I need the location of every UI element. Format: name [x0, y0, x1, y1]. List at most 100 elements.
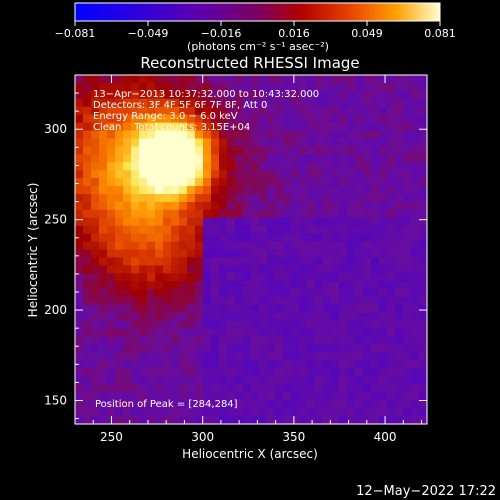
heatmap-cell	[331, 90, 340, 100]
heatmap-cell	[315, 193, 324, 203]
heatmap-cell	[115, 344, 124, 354]
heatmap-cell	[139, 368, 148, 378]
heatmap-cell	[171, 320, 180, 330]
heatmap-cell	[387, 241, 396, 251]
heatmap-cell	[251, 82, 260, 92]
heatmap-cell	[355, 416, 364, 425]
heatmap-cell	[147, 344, 156, 354]
heatmap-cell	[283, 130, 292, 140]
heatmap-cell	[99, 249, 108, 259]
heatmap-cell	[371, 249, 380, 259]
heatmap-cell	[75, 312, 84, 322]
heatmap-cell	[323, 312, 332, 322]
heatmap-cell	[267, 146, 276, 155]
heatmap-cell	[363, 114, 372, 124]
heatmap-cell	[219, 360, 228, 370]
heatmap-cell	[171, 186, 180, 195]
heatmap-cell	[411, 273, 420, 282]
heatmap-cell	[219, 75, 228, 84]
heatmap-cell	[395, 209, 404, 219]
heatmap-cell	[315, 281, 324, 290]
heatmap-cell	[139, 289, 148, 298]
heatmap-cell	[219, 170, 228, 179]
heatmap-cell	[187, 344, 196, 354]
heatmap-cell	[323, 130, 332, 140]
heatmap-cell	[419, 201, 428, 211]
heatmap-cell	[83, 320, 92, 330]
heatmap-cell	[379, 265, 388, 274]
heatmap-cell	[187, 281, 196, 290]
heatmap-cell	[419, 360, 428, 370]
heatmap-cell	[275, 312, 284, 322]
heatmap-cell	[163, 368, 172, 378]
heatmap-cell	[171, 154, 180, 163]
heatmap-cell	[339, 186, 348, 195]
heatmap-cell	[147, 233, 156, 243]
y-tick-label: 200	[44, 303, 67, 317]
heatmap-cell	[83, 154, 92, 163]
heatmap-cell	[363, 344, 372, 354]
heatmap-cell	[187, 122, 196, 132]
heatmap-cell	[187, 376, 196, 385]
heatmap-cell	[251, 289, 260, 298]
heatmap-cell	[219, 201, 228, 211]
heatmap-cell	[299, 328, 308, 338]
heatmap-cell	[243, 82, 252, 92]
heatmap-cell	[291, 106, 300, 116]
heatmap-cell	[331, 360, 340, 370]
heatmap-cell	[83, 233, 92, 243]
heatmap-cell	[267, 114, 276, 124]
heatmap-cell	[291, 122, 300, 132]
heatmap-cell	[411, 75, 420, 84]
heatmap-cell	[243, 130, 252, 140]
heatmap-cell	[291, 312, 300, 322]
heatmap-cell	[315, 297, 324, 306]
heatmap-cell	[331, 384, 340, 393]
heatmap-cell	[211, 416, 220, 425]
heatmap-cell	[315, 75, 324, 84]
heatmap-cell	[339, 170, 348, 179]
heatmap-cell	[187, 312, 196, 322]
colorbar-tick-label: −0.016	[201, 27, 242, 40]
heatmap-cell	[395, 305, 404, 314]
heatmap-cell	[267, 138, 276, 147]
heatmap-cell	[403, 193, 412, 203]
heatmap-cell	[339, 289, 348, 298]
heatmap-cell	[83, 209, 92, 219]
heatmap-cell	[339, 416, 348, 425]
heatmap-cell	[131, 178, 140, 187]
heatmap-cell	[339, 257, 348, 266]
heatmap-cell	[347, 265, 356, 274]
heatmap-cell	[299, 265, 308, 274]
heatmap-cell	[227, 257, 236, 266]
heatmap-cell	[339, 265, 348, 274]
heatmap-cell	[219, 106, 228, 116]
heatmap-cell	[355, 408, 364, 417]
heatmap-cell	[283, 82, 292, 92]
heatmap-cell	[355, 225, 364, 235]
heatmap-cell	[187, 98, 196, 108]
heatmap-cell	[363, 360, 372, 370]
heatmap-cell	[379, 376, 388, 385]
heatmap-cell	[227, 193, 236, 203]
heatmap-cell	[235, 241, 244, 251]
heatmap-cell	[251, 400, 260, 409]
heatmap-cell	[347, 408, 356, 417]
heatmap-cell	[219, 130, 228, 140]
heatmap-cell	[75, 281, 84, 290]
heatmap-cell	[171, 114, 180, 124]
heatmap-cell	[347, 368, 356, 378]
heatmap-cell	[203, 106, 212, 116]
heatmap-cell	[379, 146, 388, 155]
heatmap-cell	[227, 82, 236, 92]
heatmap-cell	[347, 178, 356, 187]
heatmap-cell	[387, 146, 396, 155]
heatmap-cell	[123, 209, 132, 219]
heatmap-cell	[235, 257, 244, 266]
heatmap-cell	[147, 281, 156, 290]
heatmap-cell	[259, 360, 268, 370]
heatmap-cell	[331, 400, 340, 409]
heatmap-cell	[187, 400, 196, 409]
heatmap-cell	[107, 162, 116, 171]
colorbar: −0.081 −0.049 −0.016 0.016 0.049 0.081 (…	[55, 2, 456, 53]
